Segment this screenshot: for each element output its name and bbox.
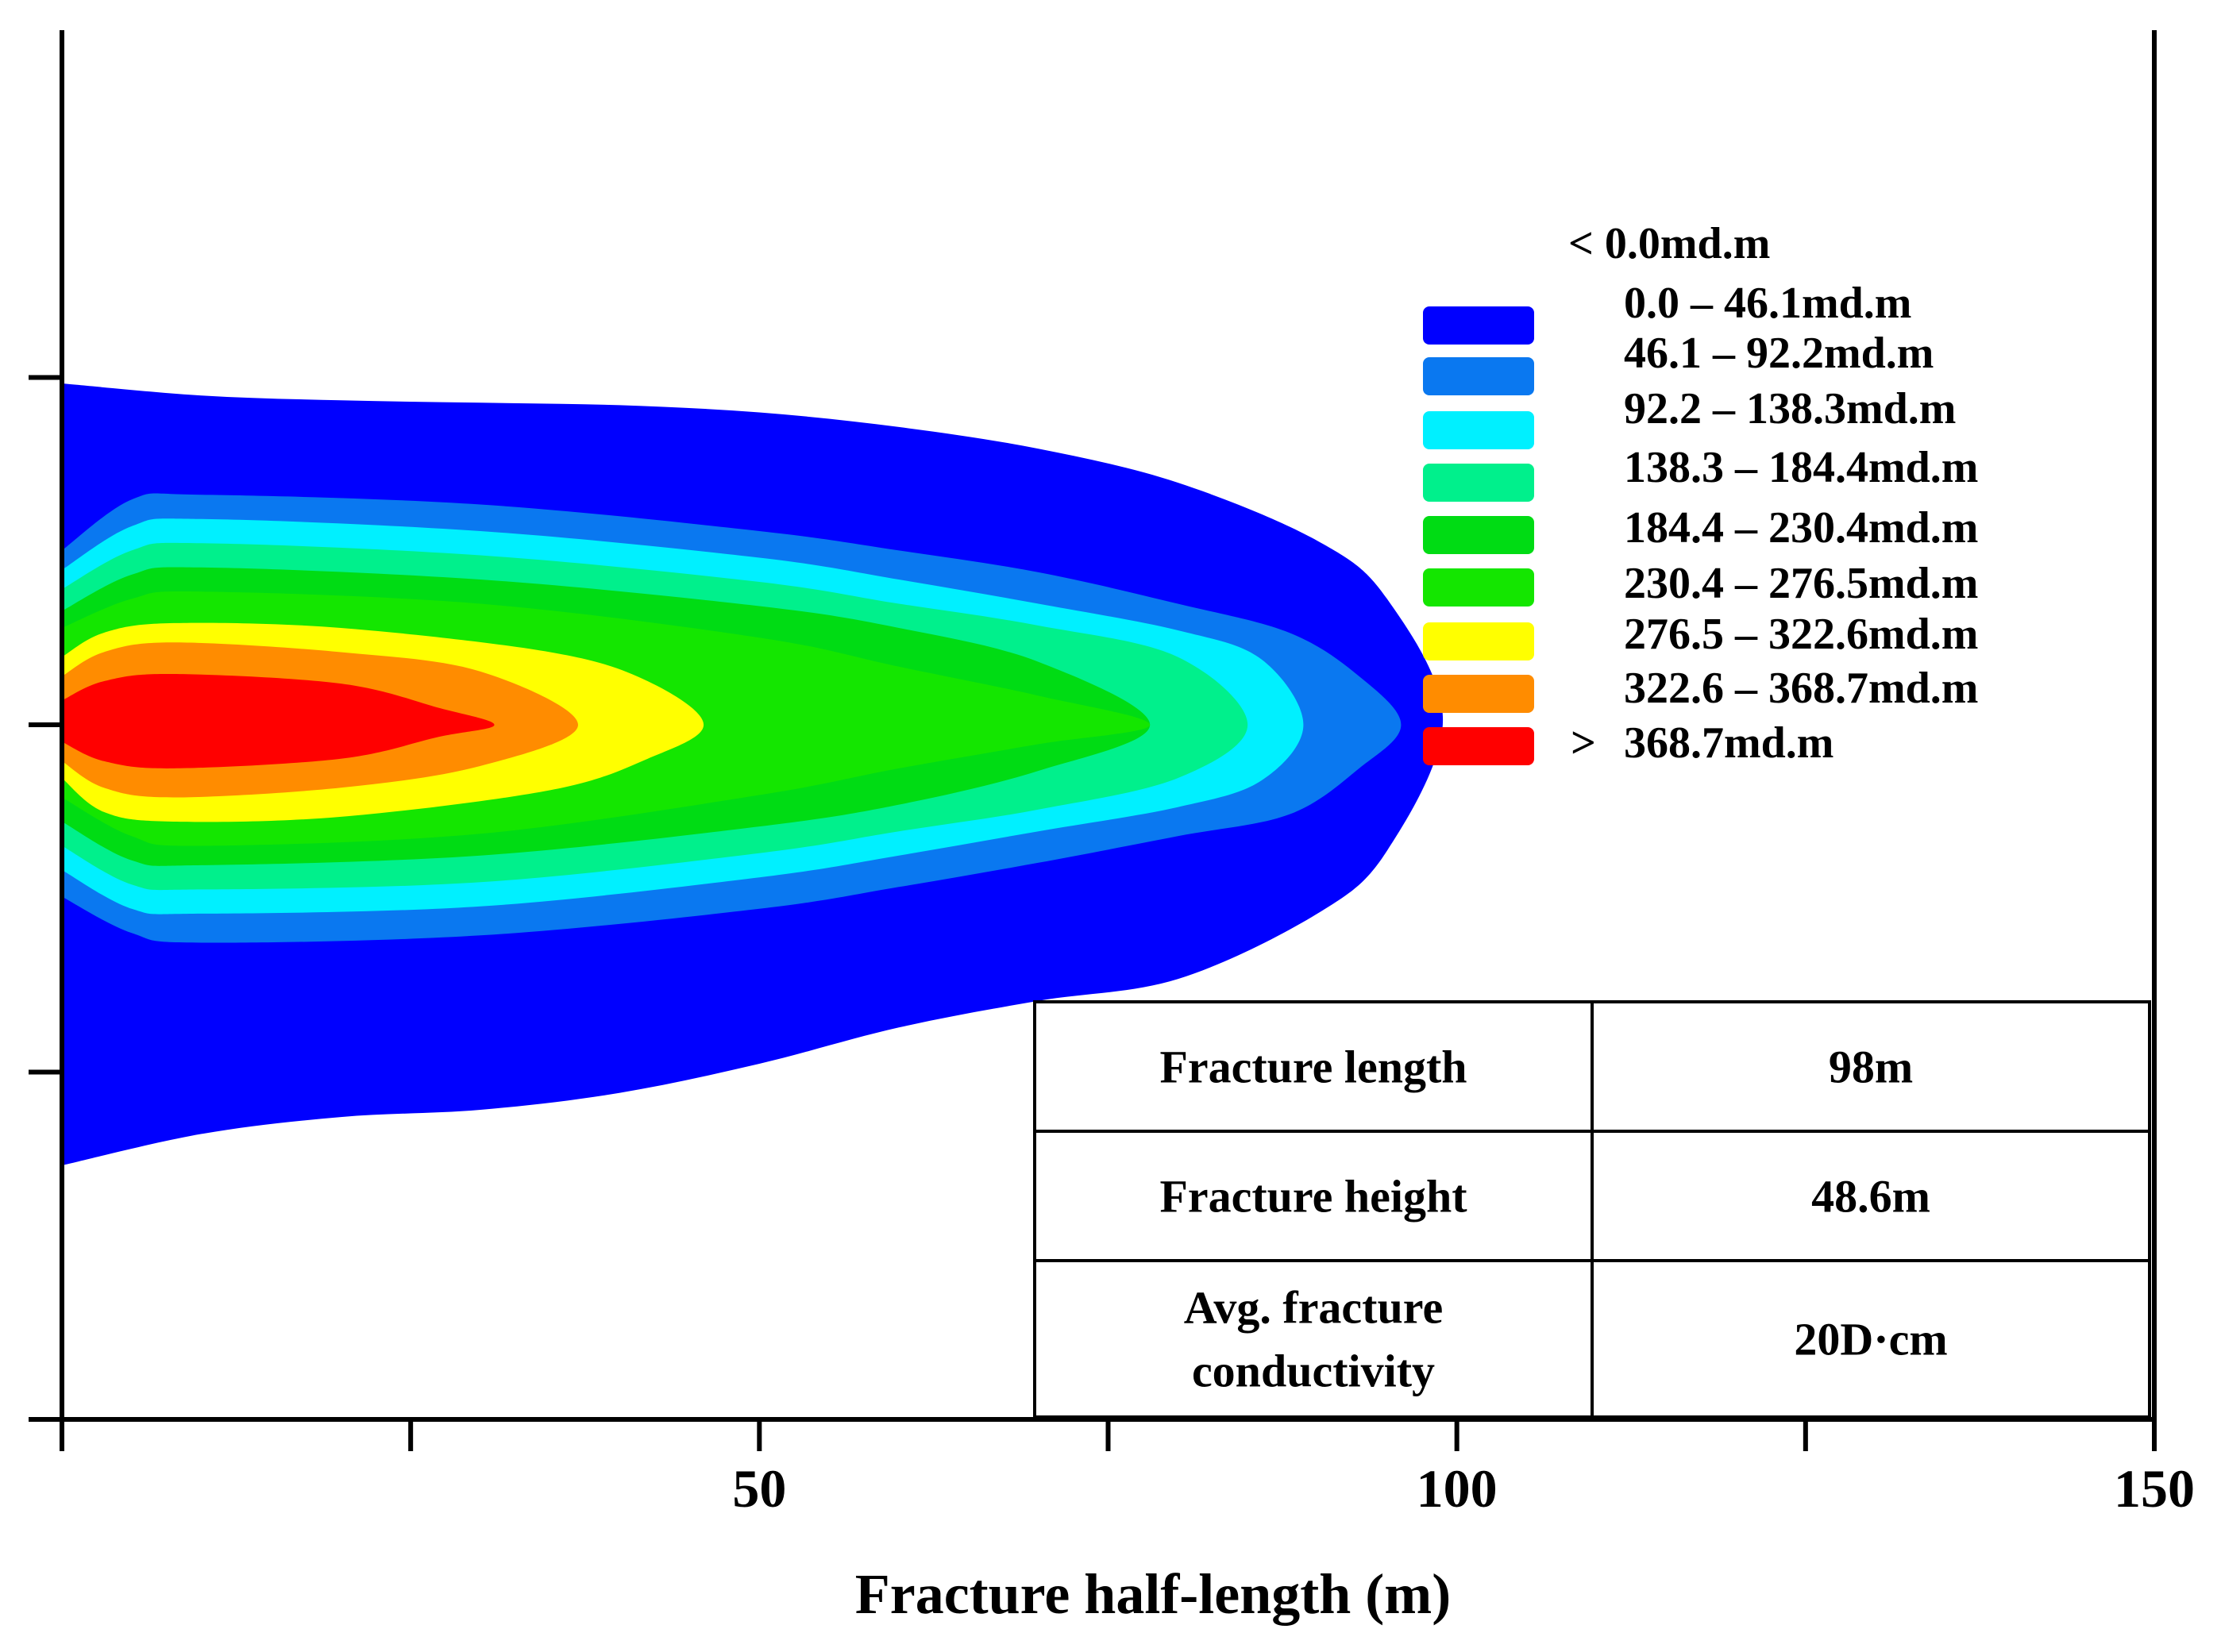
legend-entry-label: 0.0 – 46.1md.m: [1624, 279, 1911, 328]
legend-header: < 0.0md.m: [1568, 219, 1770, 268]
legend-entry-label: 230.4 – 276.5md.m: [1624, 559, 1978, 608]
x-tick-label: 50: [732, 1458, 786, 1519]
legend-swatch: [1423, 675, 1534, 713]
legend-entry-label: 138.3 – 184.4md.m: [1624, 443, 1978, 492]
x-axis-label: Fracture half-length (m): [855, 1562, 1451, 1626]
table-label: conductivity: [1192, 1346, 1435, 1397]
table-value: 98m: [1829, 1042, 1913, 1093]
legend-swatch: [1423, 464, 1534, 502]
legend-swatch: [1423, 568, 1534, 607]
x-tick-label: 150: [2114, 1458, 2195, 1519]
legend-entry-label: 276.5 – 322.6md.m: [1624, 610, 1978, 659]
table-value: 48.6m: [1811, 1171, 1930, 1223]
legend-swatch: [1423, 727, 1534, 765]
x-tick-label: 100: [1417, 1458, 1498, 1519]
legend-swatch: [1423, 357, 1534, 395]
x-tick-labels: 50 100 150: [732, 1458, 2195, 1519]
legend-swatch: [1423, 411, 1534, 449]
x-axis-ticks: [60, 1419, 2157, 1451]
contour-band-9: [62, 673, 495, 768]
legend-entry-label: 184.4 – 230.4md.m: [1624, 503, 1978, 553]
legend: < 0.0md.m 0.0 – 46.1md.m46.1 – 92.2md.m 92…: [1423, 219, 1978, 768]
table-label: Avg. fracture: [1184, 1282, 1443, 1334]
legend-entry-label: 322.6 – 368.7md.m: [1624, 664, 1978, 713]
table-value: 20D·cm: [1794, 1314, 1947, 1365]
legend-entry-label: 46.1 – 92.2md.m: [1624, 329, 1934, 378]
table-label: Fracture length: [1159, 1042, 1467, 1093]
contour-plot: [62, 383, 1444, 1166]
legend-prefix: >: [1571, 718, 1596, 768]
legend-swatch: [1423, 622, 1534, 660]
fracture-parameter-table: Fracture length 98m Fracture height 48.6m Av…: [1033, 1000, 2151, 1419]
legend-entry-label: 92.2 – 138.3md.m: [1624, 384, 1956, 433]
legend-swatch: [1423, 516, 1534, 554]
table-label: Fracture height: [1159, 1171, 1467, 1223]
legend-entry-label: 368.7md.m: [1624, 718, 1833, 768]
y-axis-ticks: [29, 375, 62, 1422]
legend-swatch: [1423, 306, 1534, 345]
